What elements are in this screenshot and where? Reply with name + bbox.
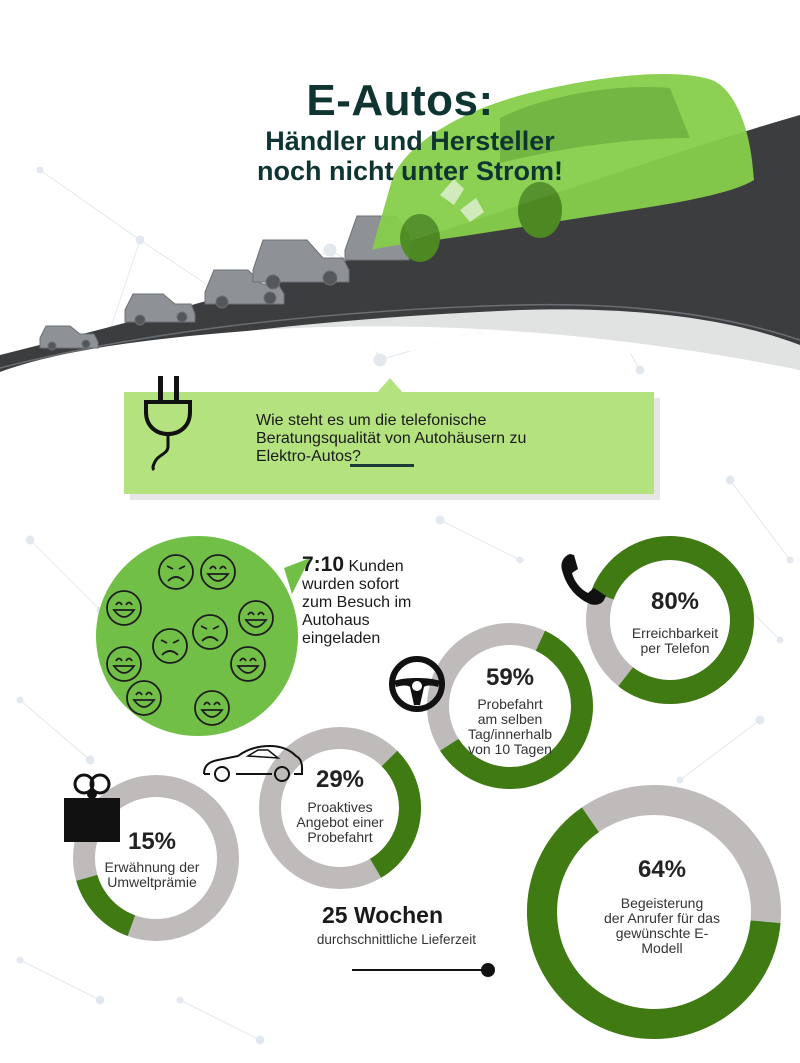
donut-probefahrt-value-arc xyxy=(440,630,593,789)
sad-face-icon xyxy=(158,554,194,590)
stat-umwelt-pct: 15% xyxy=(127,828,177,855)
stat-angebot-label-1: Proaktives xyxy=(307,799,373,815)
stat-begeisterung-label-4: Modell xyxy=(641,940,683,956)
question-underline xyxy=(350,464,414,467)
question-box-pointer xyxy=(376,378,404,394)
donut-probefahrt-center xyxy=(449,645,571,767)
donut-telefon-value-arc xyxy=(591,536,754,704)
stat-probefahrt-pct: 59% xyxy=(485,664,535,691)
stat-begeisterung-pct: 64% xyxy=(637,856,687,883)
delivery-line xyxy=(352,963,495,977)
subtitle-line-2: noch nicht unter Strom! xyxy=(257,156,563,186)
donut-umwelt-track xyxy=(73,775,239,941)
question-line-2: Beratungsqualität von Autohäusern zu xyxy=(256,430,527,447)
donut-probefahrt xyxy=(427,623,593,789)
kunden-line-4: Autohaus xyxy=(302,612,370,629)
faces-bubble xyxy=(96,536,310,736)
stat-begeisterung-label-3: gewünschte E- xyxy=(615,925,709,941)
subtitle-line-1: Händler und Hersteller xyxy=(265,126,555,156)
happy-face-icon xyxy=(106,590,142,626)
stat-probefahrt-label-2: am selben xyxy=(477,711,543,727)
page-subtitle: Händler und Hersteller noch nicht unter … xyxy=(180,126,640,186)
kunden-line-2: wurden sofort xyxy=(302,576,399,593)
donut-umwelt-value-arc xyxy=(76,874,136,936)
question-box xyxy=(124,392,654,494)
question-line-1: Wie steht es um die telefonische xyxy=(256,412,487,429)
donut-angebot xyxy=(259,727,421,889)
delivery-label: durchschnittliche Lieferzeit xyxy=(316,932,476,947)
stat-umwelt: 15% Erwähnung der Umweltprämie xyxy=(84,828,220,890)
stat-umwelt-label-1: Erwähnung der xyxy=(104,859,200,875)
question-text: Wie steht es um die telefonische Beratun… xyxy=(256,412,616,466)
donut-begeisterung xyxy=(527,785,781,1039)
stat-probefahrt-label-4: von 10 Tagen xyxy=(468,741,552,757)
donut-telefon xyxy=(586,536,754,704)
stat-angebot-label-2: Angebot einer xyxy=(296,814,384,830)
donut-umwelt-center xyxy=(95,797,217,919)
donut-begeisterung-center xyxy=(557,815,751,1009)
stat-telefon: 80% Erreichbarkeit per Telefon xyxy=(600,588,750,656)
donut-angebot-center xyxy=(281,749,399,867)
stat-begeisterung-label-2: der Anrufer für das xyxy=(604,910,720,926)
stat-angebot: 29% Proaktives Angebot einer Probefahrt xyxy=(270,766,410,845)
plug-icon xyxy=(144,376,192,472)
stat-begeisterung: 64% Begeisterung der Anrufer für das gew… xyxy=(580,856,744,956)
stat-probefahrt-label-3: Tag/innerhalb xyxy=(467,726,553,742)
sad-face-icon xyxy=(192,614,228,650)
green-car xyxy=(372,74,754,262)
stat-telefon-label-1: Erreichbarkeit xyxy=(631,625,719,641)
donut-angebot-value-arc xyxy=(369,750,421,878)
delivery-weeks: 25 Wochen xyxy=(322,902,443,928)
happy-face-icon xyxy=(106,646,142,682)
kunden-text: 7:10 Kunden wurden sofort zum Besuch im … xyxy=(302,553,462,648)
happy-face-icon xyxy=(126,680,162,716)
car-icon xyxy=(203,744,303,782)
stat-angebot-label-3: Probefahrt xyxy=(307,829,373,845)
kunden-line-5: eingeladen xyxy=(302,630,381,647)
kunden-word: Kunden xyxy=(348,558,404,575)
page-title: E-Autos: xyxy=(306,76,494,125)
stat-begeisterung-label-1: Begeisterung xyxy=(620,895,704,911)
sad-face-icon xyxy=(152,628,188,664)
kunden-line-3: zum Besuch im xyxy=(302,594,412,611)
donut-umwelt xyxy=(73,775,239,941)
stat-probefahrt: 59% Probefahrt am selben Tag/innerhalb v… xyxy=(440,664,580,757)
gift-icon xyxy=(64,773,120,842)
kunden-ratio: 7:10 xyxy=(302,553,345,576)
phone-icon xyxy=(561,554,606,605)
faces-icon xyxy=(106,554,274,726)
question-line-3: Elektro-Autos? xyxy=(256,448,361,465)
donut-telefon-center xyxy=(610,560,730,680)
happy-face-icon xyxy=(238,600,274,636)
happy-face-icon xyxy=(194,690,230,726)
donut-begeisterung-value-arc xyxy=(527,807,781,1039)
steering-wheel-icon xyxy=(389,656,445,712)
stat-telefon-pct: 80% xyxy=(650,588,700,615)
stat-probefahrt-label-1: Probefahrt xyxy=(477,696,543,712)
stat-umwelt-label-2: Umweltprämie xyxy=(107,874,197,890)
stat-telefon-label-2: per Telefon xyxy=(640,640,710,656)
happy-face-icon xyxy=(200,554,236,590)
happy-face-icon xyxy=(230,646,266,682)
stat-angebot-pct: 29% xyxy=(315,766,365,793)
